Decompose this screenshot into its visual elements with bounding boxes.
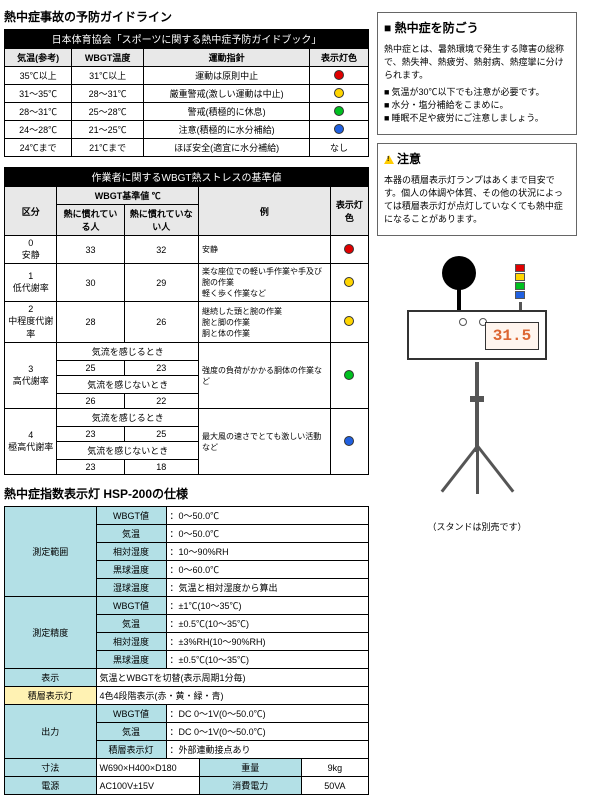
- info2-title: 注意: [384, 150, 570, 167]
- info-box-1: ■ 熱中症を防ごう 熱中症とは、暑熱環境で発生する障害の総称で、熱失神、熱疲労、…: [377, 12, 577, 135]
- device-led-stack: [515, 264, 527, 300]
- main-title: 熱中症事故の予防ガイドライン: [4, 8, 369, 25]
- info1-body: 熱中症とは、暑熱環境で発生する障害の総称で、熱失神、熱疲労、熱射病、熱痙攣に分け…: [384, 42, 570, 81]
- spec-title: 熱中症指数表示灯 HSP-200の仕様: [4, 485, 369, 502]
- caution-icon: [384, 155, 394, 164]
- device-unit: 31.5: [407, 310, 547, 360]
- sub1-title: 日本体育協会「スポーツに関する熱中症予防ガイドブック」: [4, 29, 369, 48]
- info2-body: 本器の積層表示灯ランプはあくまで目安です。個人の体調や体質、その他の状況によって…: [384, 173, 570, 225]
- tripod-icon: [387, 446, 567, 496]
- info-box-2: 注意 本器の積層表示灯ランプはあくまで目安です。個人の体調や体質、その他の状況に…: [377, 143, 577, 236]
- sub2-title: 作業者に関するWBGT熱ストレスの基準値: [4, 167, 369, 186]
- lcd-readout: 31.5: [485, 322, 539, 350]
- black-globe-icon: [442, 256, 476, 290]
- info1-title: ■ 熱中症を防ごう: [384, 19, 570, 36]
- device-illustration: 31.5: [387, 256, 567, 516]
- spec-table: 測定範囲WBGT値：0～50.0℃気温：0～50.0℃相対湿度：10～90%RH…: [4, 506, 369, 795]
- table-2: 区分WBGT基準値 ℃例表示灯色熱に慣れている人熱に慣れていない人0安静3332…: [4, 186, 369, 475]
- table-1: 気温(参考)WBGT温度運動指針表示灯色35℃以上31℃以上運動は原則中止31～…: [4, 48, 369, 157]
- stand-note: （スタンドは別売です）: [377, 520, 577, 533]
- info1-bullets: 気温が30℃以下でも注意が必要です。水分・塩分補給をこまめに。睡眠不足や疲労にご…: [384, 85, 570, 124]
- knob-icon: [459, 318, 467, 326]
